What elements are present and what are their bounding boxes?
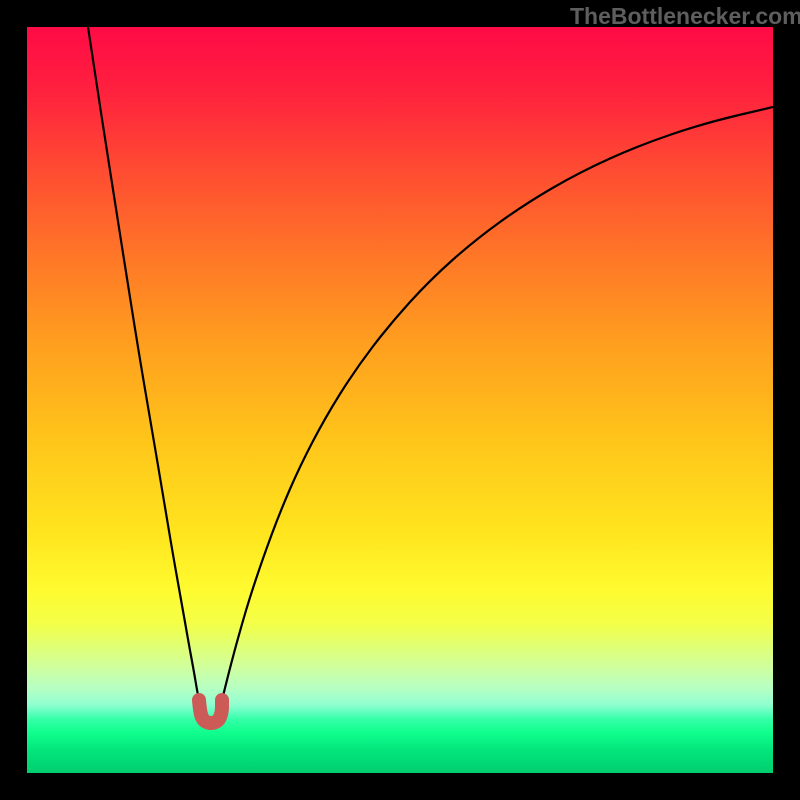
watermark-text: TheBottlenecker.com: [570, 3, 800, 30]
bottleneck-chart: [0, 0, 800, 800]
